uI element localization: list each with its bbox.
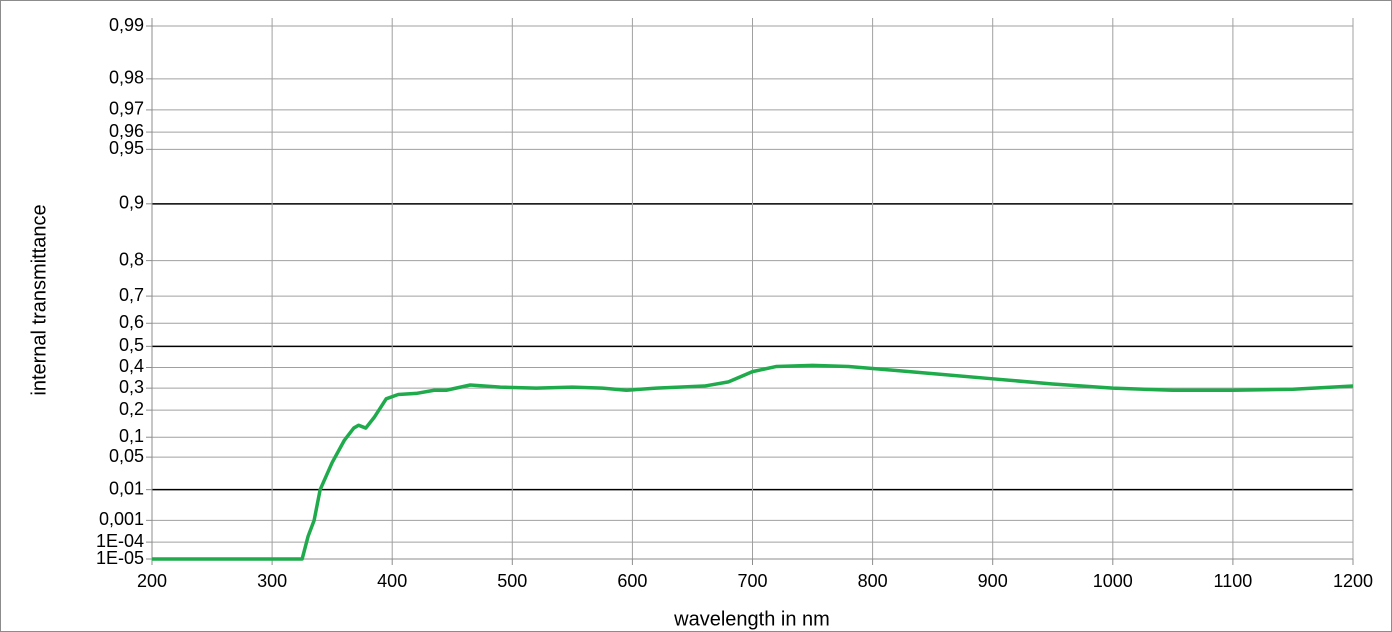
x-tick-label: 400: [377, 571, 407, 591]
y-tick-label: 0,8: [119, 249, 144, 269]
y-tick-label: 0,2: [119, 399, 144, 419]
y-tick-label: 0,6: [119, 312, 144, 332]
x-tick-label: 900: [978, 571, 1008, 591]
y-tick-label: 0,001: [99, 509, 144, 529]
y-tick-label: 0,9: [119, 193, 144, 213]
x-tick-label: 1200: [1333, 571, 1373, 591]
y-tick-label: 1E-05: [96, 548, 144, 568]
data-line: [152, 363, 1354, 561]
x-tick-label: 1000: [1093, 571, 1133, 591]
x-tick-label: 800: [858, 571, 888, 591]
y-tick-label: 0,97: [109, 99, 144, 119]
y-axis-title: internal transmittance: [28, 204, 50, 395]
x-tick-label: 700: [737, 571, 767, 591]
y-tick-label: 0,95: [109, 138, 144, 158]
y-tick-label: 0,01: [109, 478, 144, 498]
y-tick-label: 0,98: [109, 68, 144, 88]
y-tick-label: 0,5: [119, 335, 144, 355]
y-tick-label: 0,3: [119, 377, 144, 397]
y-tick-label: 0,7: [119, 285, 144, 305]
x-axis-title: wavelength in nm: [673, 608, 830, 630]
y-tick-label: 0,05: [109, 446, 144, 466]
x-tick-label: 500: [497, 571, 527, 591]
y-tick-label: 1E-04: [96, 531, 144, 551]
y-tick-label: 0,1: [119, 426, 144, 446]
y-tick-label: 0,96: [109, 121, 144, 141]
x-tick-label: 300: [257, 571, 287, 591]
x-tick-label: 1100: [1214, 571, 1253, 591]
y-tick-label: 0,99: [109, 15, 144, 35]
y-tick-label: 0,4: [119, 356, 144, 376]
x-tick-label: 200: [137, 571, 167, 591]
x-tick-label: 600: [617, 571, 647, 591]
